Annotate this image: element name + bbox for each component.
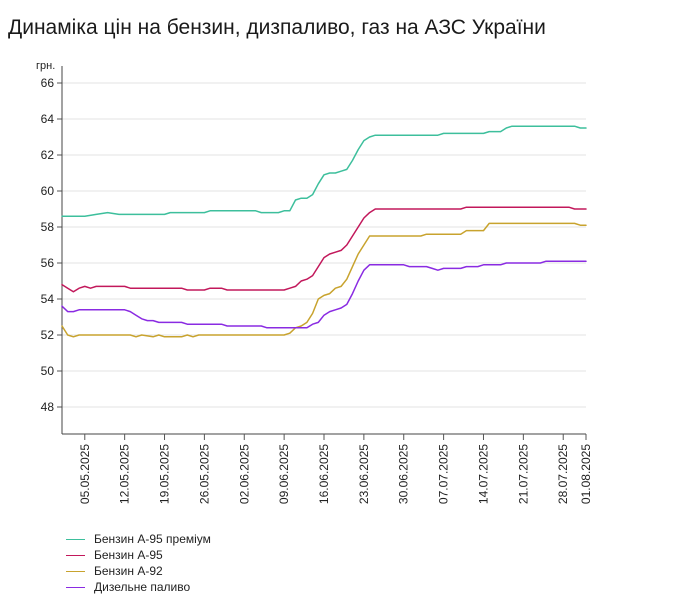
- x-tick-label: 05.05.2025: [78, 444, 92, 504]
- line-chart: 48 50 52 54 56 58 60 62 64 66 05.05.2025 12.05.2025…: [41, 66, 593, 504]
- x-tick-label: 12.05.2025: [118, 444, 132, 504]
- legend-swatch: [66, 586, 85, 588]
- y-tick-label: 66: [41, 76, 55, 90]
- x-tick-label: 14.07.2025: [476, 444, 490, 504]
- chart-legend: Бензин А-95 преміум Бензин А-95 Бензин А-9…: [66, 531, 211, 595]
- y-tick-label: 48: [41, 400, 55, 414]
- x-tick-label: 09.06.2025: [277, 444, 291, 504]
- legend-swatch: [66, 554, 85, 556]
- x-tick-label: 30.06.2025: [397, 444, 411, 504]
- x-tick-label: 16.06.2025: [317, 444, 331, 504]
- x-tick-label: 02.06.2025: [237, 444, 251, 504]
- y-axis-unit-label: грн.: [36, 60, 56, 72]
- y-tick-label: 64: [41, 112, 55, 126]
- series-line-3: [61, 222, 587, 338]
- legend-label: Бензин А-92: [94, 564, 163, 578]
- x-tick-label: 28.07.2025: [556, 444, 570, 504]
- legend-label: Дизельне паливо: [94, 580, 191, 594]
- y-tick-label: 62: [41, 148, 55, 162]
- legend-swatch: [66, 538, 85, 540]
- y-tick-label: 52: [41, 328, 55, 342]
- y-tick-label: 56: [41, 256, 55, 270]
- legend-item-3[interactable]: Бензин А-92: [66, 563, 211, 579]
- series-line-4: [61, 260, 587, 329]
- series-line-1: [61, 125, 587, 217]
- y-tick-label: 58: [41, 220, 55, 234]
- legend-label: Бензин А-95: [94, 548, 163, 562]
- x-tick-label: 01.08.2025: [579, 444, 593, 504]
- legend-item-2[interactable]: Бензин А-95: [66, 547, 211, 563]
- legend-label: Бензин А-95 преміум: [94, 532, 211, 546]
- x-tick-label: 21.07.2025: [516, 444, 530, 504]
- x-tick-label: 23.06.2025: [357, 444, 371, 504]
- y-tick-label: 54: [41, 292, 55, 306]
- legend-swatch: [66, 570, 85, 572]
- chart-title: Динаміка цін на бензин, дизпаливо, газ н…: [8, 16, 546, 39]
- y-tick-label: 60: [41, 184, 55, 198]
- legend-item-1[interactable]: Бензин А-95 преміум: [66, 531, 211, 547]
- y-tick-label: 50: [41, 364, 55, 378]
- series-line-2: [61, 206, 587, 293]
- legend-item-4[interactable]: Дизельне паливо: [66, 579, 211, 595]
- x-tick-label: 07.07.2025: [437, 444, 451, 504]
- x-tick-label: 19.05.2025: [158, 444, 172, 504]
- x-tick-label: 26.05.2025: [197, 444, 211, 504]
